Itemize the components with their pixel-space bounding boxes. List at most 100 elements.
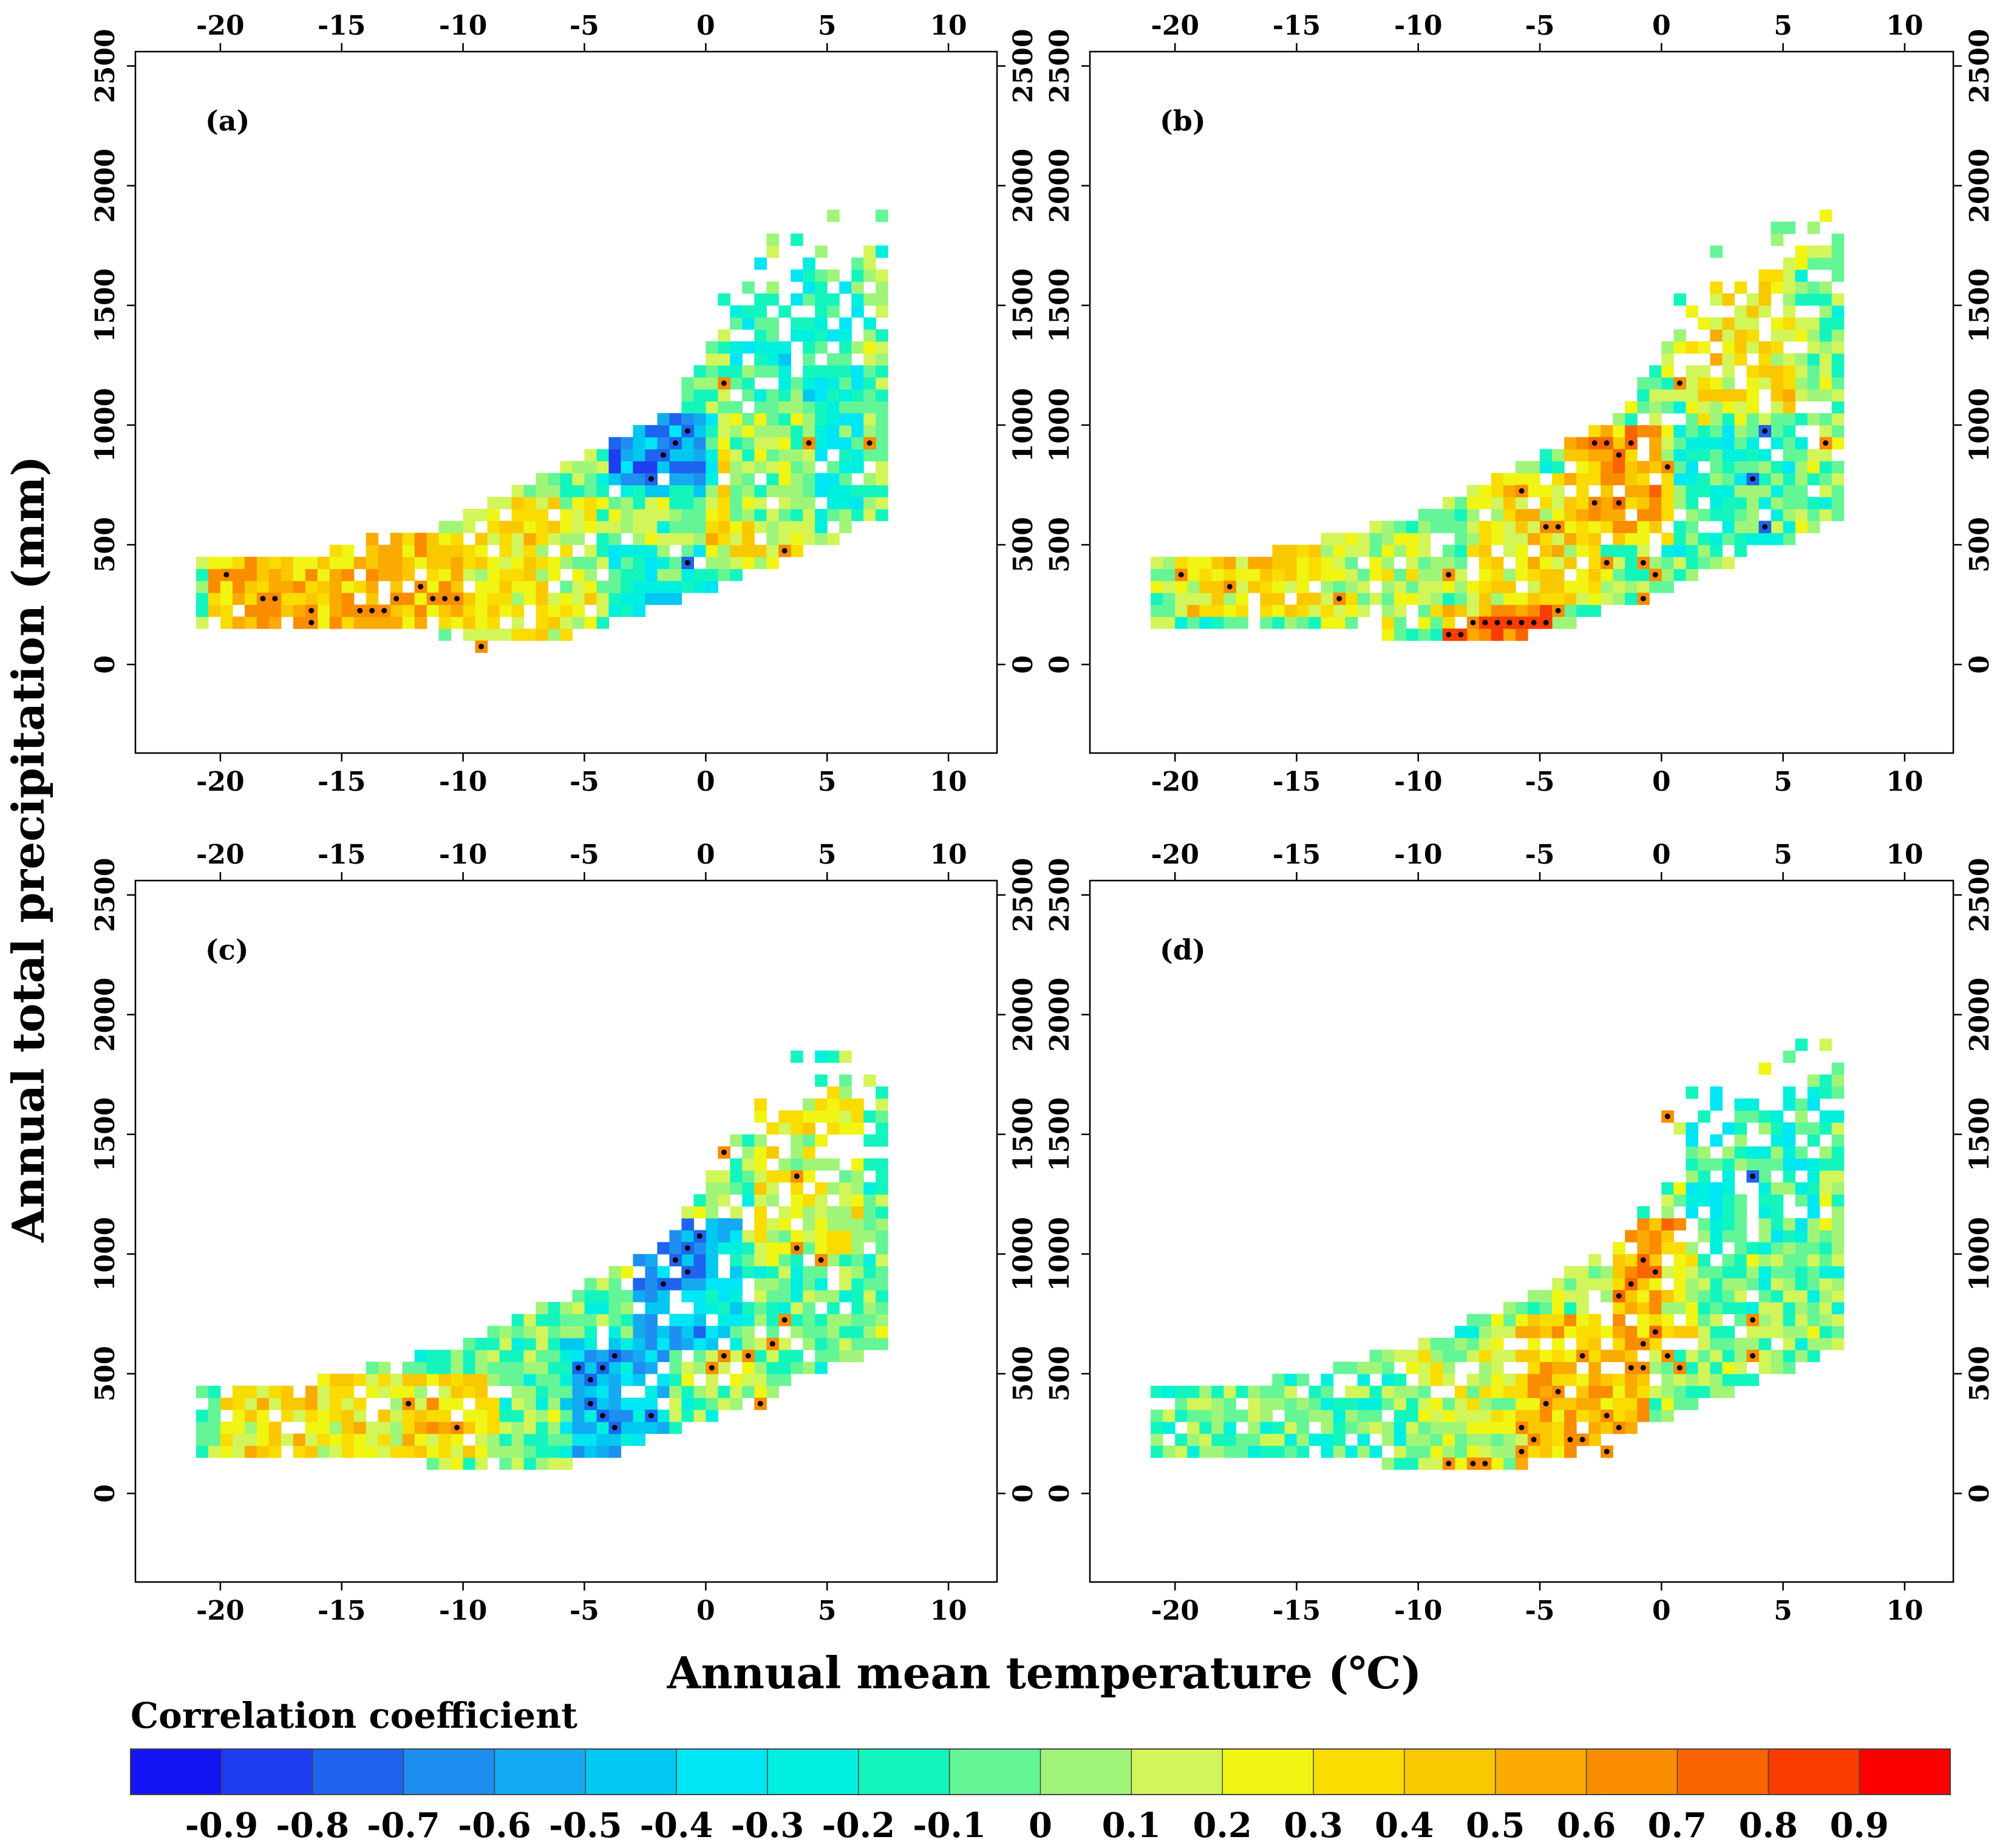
heatmap-cell (1321, 604, 1334, 617)
heatmap-cell (305, 1385, 318, 1399)
heatmap-cell (706, 1374, 718, 1386)
heatmap-cell (876, 1158, 888, 1171)
y-tick-label: 1000 (1044, 1217, 1075, 1291)
heatmap-cell (596, 508, 610, 522)
heatmap-cell (1661, 1266, 1674, 1278)
heatmap-cell (669, 520, 682, 533)
heatmap-cell (1637, 389, 1650, 402)
y-tick-label-right: 500 (1008, 517, 1039, 573)
heatmap-cell (693, 497, 706, 510)
heatmap-cell (523, 1458, 537, 1470)
y-tick-label: 0 (90, 1484, 121, 1503)
heatmap-cell (1734, 401, 1747, 414)
significance-dot (442, 596, 448, 602)
heatmap-cell (426, 1362, 440, 1374)
x-tick-label: -10 (439, 766, 488, 797)
heatmap-cell (256, 1397, 270, 1410)
heatmap-cell (378, 556, 391, 570)
heatmap-cell (451, 1385, 464, 1399)
heatmap-cell (1673, 545, 1686, 557)
heatmap-cell (645, 568, 658, 581)
heatmap-cell (1758, 1301, 1772, 1315)
heatmap-cell (487, 604, 500, 617)
heatmap-cell (1673, 1218, 1686, 1231)
heatmap-cell (1686, 1158, 1698, 1171)
heatmap-cell (1686, 449, 1698, 462)
heatmap-cell (766, 508, 779, 522)
heatmap-cell (803, 1218, 815, 1231)
heatmap-cell (1783, 449, 1796, 462)
colorbar-swatch (1768, 1749, 1860, 1795)
heatmap-cell (1442, 1337, 1455, 1351)
heatmap-cell (1406, 581, 1419, 593)
heatmap-cell (1722, 413, 1735, 426)
heatmap-cell (1345, 616, 1358, 629)
y-tick-label-right: 2500 (1964, 858, 1995, 932)
heatmap-cell (876, 1206, 888, 1219)
heatmap-cell (1576, 1290, 1589, 1303)
colorbar-swatch (1404, 1749, 1496, 1795)
heatmap-cell (244, 581, 257, 593)
heatmap-cell (1564, 497, 1577, 510)
heatmap-cell (208, 604, 221, 617)
heatmap-cell (1491, 485, 1504, 497)
heatmap-cell (706, 1218, 718, 1231)
heatmap-cell (1369, 568, 1383, 581)
heatmap-cell (1698, 508, 1710, 522)
heatmap-cell (1516, 497, 1528, 510)
heatmap-cell (220, 592, 233, 605)
heatmap-cell (1734, 1253, 1747, 1267)
heatmap-cell (475, 1410, 488, 1422)
heatmap-cell (1491, 604, 1504, 617)
heatmap-cell (1771, 1314, 1784, 1326)
heatmap-cell (1758, 1349, 1772, 1362)
heatmap-cell (693, 520, 706, 533)
heatmap-cell (1649, 401, 1662, 414)
significance-dot (721, 1353, 727, 1359)
heatmap-cell (1710, 1385, 1723, 1399)
x-tick-label: -15 (1273, 1595, 1321, 1626)
x-tick-label: -15 (1273, 766, 1321, 797)
heatmap-cell (1637, 377, 1650, 390)
heatmap-cell (645, 1314, 658, 1326)
heatmap-cell (815, 365, 828, 378)
heatmap-cell (1613, 1385, 1625, 1399)
heatmap-cell (1722, 1301, 1735, 1315)
heatmap-cell (754, 365, 767, 378)
heatmap-cell (754, 341, 767, 354)
heatmap-cell (1284, 545, 1298, 557)
heatmap-cell (815, 485, 828, 497)
heatmap-cell (596, 616, 610, 629)
heatmap-cell (1151, 581, 1163, 593)
heatmap-cell (1783, 1170, 1796, 1183)
heatmap-cell (1442, 545, 1455, 557)
heatmap-cell (1686, 424, 1698, 438)
heatmap-cell (706, 1349, 718, 1362)
heatmap-cell (766, 520, 779, 533)
heatmap-cell (1430, 1445, 1443, 1458)
heatmap-cell (778, 520, 791, 533)
heatmap-cell (1418, 520, 1431, 533)
heatmap-cell (766, 1385, 779, 1399)
heatmap-cell (657, 533, 670, 545)
heatmap-cell (1418, 581, 1431, 593)
heatmap-cell (1528, 520, 1540, 533)
heatmap-cell (1783, 1326, 1796, 1338)
heatmap-cell (536, 1349, 549, 1362)
heatmap-cell (1771, 1146, 1784, 1159)
heatmap-cell (1661, 1301, 1674, 1315)
heatmap-cell (815, 449, 828, 462)
heatmap-cell (1454, 1421, 1468, 1434)
heatmap-cell (1807, 1206, 1820, 1219)
heatmap-cell (1601, 1326, 1613, 1338)
heatmap-cell (1466, 1337, 1480, 1351)
heatmap-cell (1625, 1337, 1638, 1351)
heatmap-cell (839, 508, 852, 522)
significance-dot (660, 452, 666, 458)
heatmap-cell (232, 1410, 245, 1422)
heatmap-cell (1540, 604, 1553, 617)
heatmap-cell (1783, 353, 1796, 366)
heatmap-cell (706, 508, 718, 522)
heatmap-cell (1516, 592, 1528, 605)
heatmap-cell (1625, 1290, 1638, 1303)
